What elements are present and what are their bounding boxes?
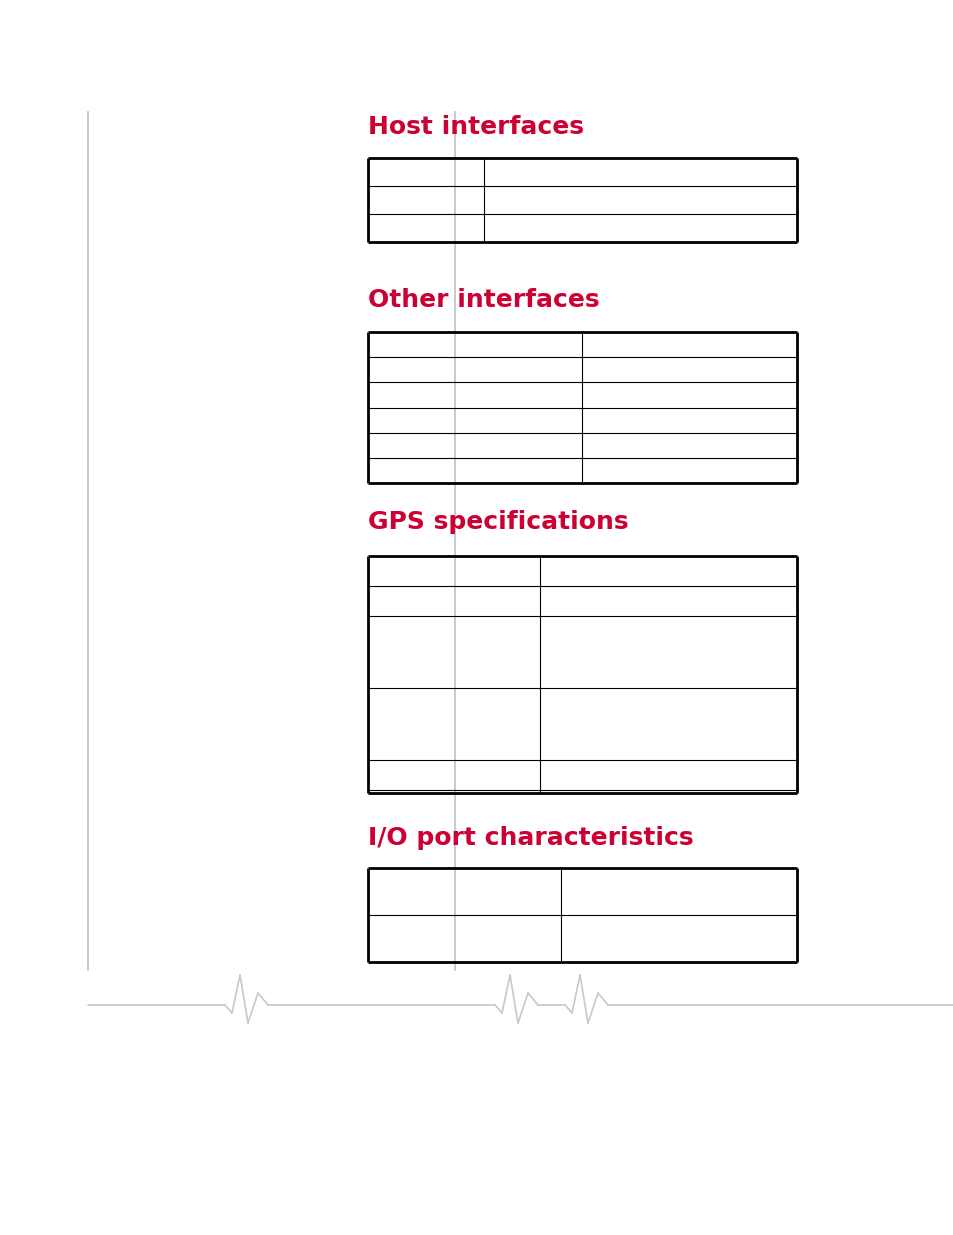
- Text: GPS specifications: GPS specifications: [368, 510, 628, 534]
- Text: Other interfaces: Other interfaces: [368, 288, 599, 312]
- Text: Host interfaces: Host interfaces: [368, 115, 583, 140]
- Text: I/O port characteristics: I/O port characteristics: [368, 826, 693, 850]
